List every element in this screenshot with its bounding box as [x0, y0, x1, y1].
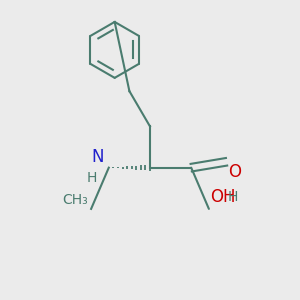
Text: N: N [92, 148, 104, 166]
Text: H: H [87, 171, 97, 184]
Text: OH: OH [210, 188, 236, 206]
Text: H: H [228, 190, 238, 205]
Text: CH₃: CH₃ [62, 194, 88, 207]
Text: O: O [228, 163, 241, 181]
